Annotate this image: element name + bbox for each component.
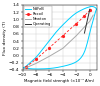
X-axis label: Magnetic field strength (×10⁻⁴ A/m): Magnetic field strength (×10⁻⁴ A/m) — [24, 79, 95, 83]
Legend: NdFeB, Recoil, Newton, Operating: NdFeB, Recoil, Newton, Operating — [24, 6, 52, 27]
Y-axis label: Flux density (T): Flux density (T) — [4, 20, 8, 55]
